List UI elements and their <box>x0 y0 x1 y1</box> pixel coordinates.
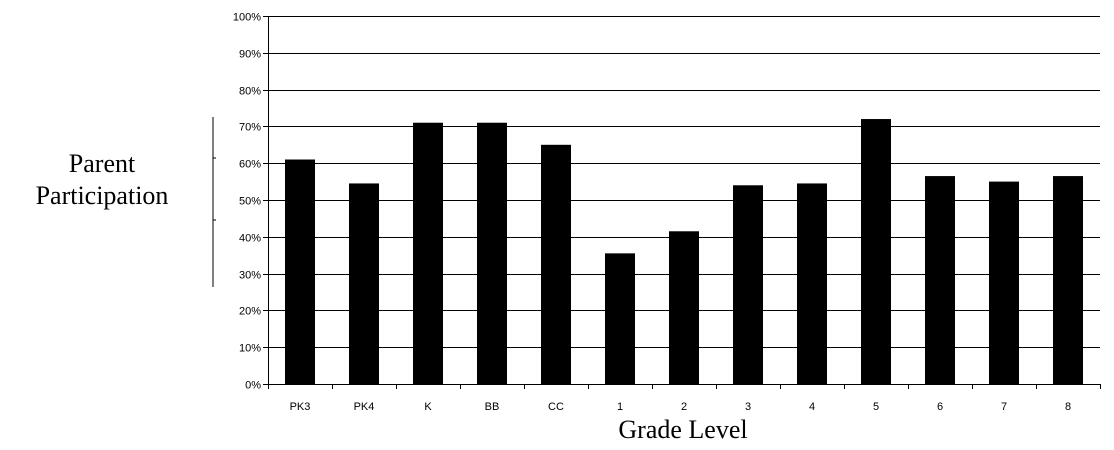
y-tick-label: 80% <box>239 86 261 98</box>
x-tick-label: 4 <box>809 401 815 413</box>
bar <box>1053 176 1083 384</box>
bar <box>925 176 955 384</box>
x-tick-label: 7 <box>1001 401 1007 413</box>
y-tick-label: 90% <box>239 49 261 61</box>
y-axis-title-line-2: Participation <box>36 181 169 210</box>
bar <box>413 122 443 384</box>
x-tick-label: 6 <box>937 401 943 413</box>
x-tick-label: 1 <box>617 401 623 413</box>
y-tick-label: 30% <box>239 270 261 282</box>
x-tick-labels: PK3 PK4 K BB CC 1 2 3 4 5 6 7 8 <box>290 401 1071 413</box>
bar <box>541 144 571 384</box>
x-axis-title: Grade Level <box>618 415 747 444</box>
bar <box>669 231 699 384</box>
x-tick-label: PK4 <box>354 401 375 413</box>
y-axis-title-bracket <box>212 117 216 287</box>
gridlines <box>268 16 1100 348</box>
bar <box>733 185 763 384</box>
x-tick-label: 2 <box>681 401 687 413</box>
x-tick-label: 8 <box>1065 401 1071 413</box>
bar <box>477 122 507 384</box>
bar <box>605 253 635 384</box>
y-tick-label: 20% <box>239 306 261 318</box>
y-tick-label: 100% <box>233 12 261 24</box>
bar <box>349 183 379 384</box>
x-tick-label: PK3 <box>290 401 311 413</box>
y-tick-label: 70% <box>239 122 261 134</box>
y-axis-title-line-1: Parent <box>69 149 136 178</box>
x-tick-label: 5 <box>873 401 879 413</box>
y-tick-label: 50% <box>239 196 261 208</box>
bars <box>285 119 1083 384</box>
x-tick-label: K <box>424 401 432 413</box>
x-tick-label: 3 <box>745 401 751 413</box>
bar <box>797 183 827 384</box>
y-tick-label: 60% <box>239 159 261 171</box>
bar <box>861 119 891 384</box>
axes <box>263 16 1101 389</box>
y-tick-labels: 0% 10% 20% 30% 40% 50% 60% 70% 80% 90% 100% <box>233 12 261 392</box>
y-tick-label: 40% <box>239 233 261 245</box>
bar <box>285 159 315 384</box>
x-tick-label: BB <box>485 401 500 413</box>
x-tick-label: CC <box>548 401 564 413</box>
bar <box>989 181 1019 384</box>
y-tick-label: 0% <box>245 380 261 392</box>
y-tick-label: 10% <box>239 343 261 355</box>
